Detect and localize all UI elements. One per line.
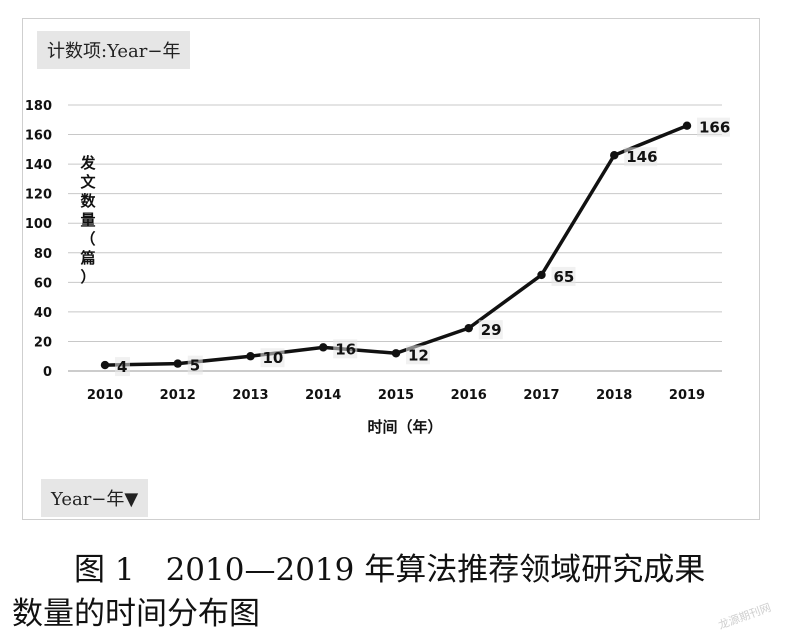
data-label-box	[624, 147, 658, 167]
series-line	[104, 124, 688, 367]
x-tick-label: 2018	[596, 388, 632, 403]
field-button-count[interactable]: 计数项:Year−年	[37, 31, 191, 69]
data-label-box	[333, 339, 358, 359]
data-point	[610, 151, 619, 160]
data-point	[682, 121, 692, 130]
y-tick-label: 0	[43, 365, 52, 380]
x-tick-label: 2016	[451, 388, 487, 403]
data-label: 5	[190, 357, 200, 375]
x-tick-label: 2010	[87, 388, 123, 403]
data-label-box	[187, 355, 203, 375]
x-tick-label: 2015	[378, 388, 414, 403]
caption-line-1: 图 1 2010—2019 年算法推荐领域研究成果	[74, 552, 706, 588]
data-point	[464, 323, 473, 333]
data-label: 65	[554, 268, 575, 286]
y-tick-label: 140	[25, 158, 52, 173]
data-label: 29	[481, 321, 502, 339]
figure-caption: 图 1 2010—2019 年算法推荐领域研究成果 数量的时间分布图	[12, 548, 788, 636]
data-label: 146	[626, 148, 657, 166]
data-label: 16	[335, 340, 356, 358]
y-tick-label: 80	[34, 247, 52, 262]
caption-line-2: 数量的时间分布图	[12, 596, 260, 632]
x-tick-label: 2017	[523, 388, 559, 403]
data-label-box	[478, 320, 503, 340]
y-tick-label: 40	[34, 306, 52, 321]
data-point	[391, 349, 401, 358]
field-button-year-filter[interactable]: Year−年▼	[41, 479, 149, 517]
data-label: 4	[117, 358, 127, 376]
y-tick-label: 100	[25, 217, 52, 232]
data-point	[537, 270, 546, 280]
data-label-box	[115, 357, 130, 377]
data-point	[246, 352, 255, 361]
data-point	[319, 343, 328, 352]
y-axis-label: 发文数量（篇）	[79, 154, 96, 286]
y-tick-label: 180	[25, 99, 52, 114]
x-tick-label: 2014	[305, 388, 341, 403]
x-tick-label: 2019	[669, 388, 705, 403]
data-label: 166	[699, 119, 730, 137]
data-label-box	[697, 117, 730, 137]
y-tick-label: 160	[25, 129, 52, 144]
y-tick-label: 20	[34, 335, 52, 350]
x-axis-label: 时间（年）	[367, 418, 442, 436]
data-label: 12	[408, 346, 429, 364]
y-tick-label: 60	[34, 276, 52, 291]
x-tick-label: 2013	[232, 388, 268, 403]
chart-panel: 计数项:Year−年 Year−年▼	[22, 18, 760, 520]
x-tick-label: 2012	[160, 388, 196, 403]
data-label: 10	[263, 349, 284, 367]
data-label-box	[260, 348, 285, 368]
data-label-box	[406, 345, 430, 365]
y-tick-label: 120	[25, 188, 52, 203]
data-point	[173, 359, 182, 368]
data-label-box	[551, 266, 576, 286]
line-chart: 0 20 40 60 80 100 120 140 160 180 2010 2012 2013 201…	[25, 99, 730, 436]
data-point	[100, 360, 110, 370]
